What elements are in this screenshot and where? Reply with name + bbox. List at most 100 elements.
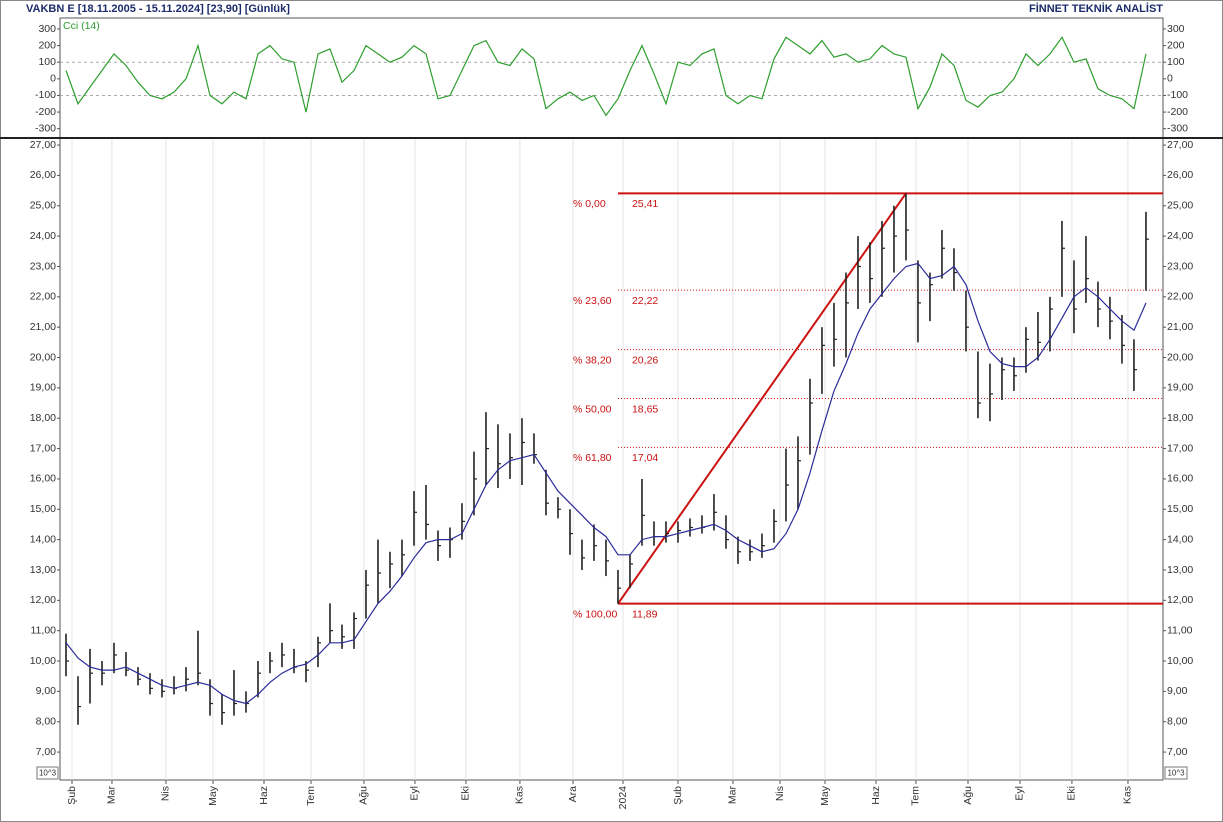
x-tick-label: May <box>207 785 219 806</box>
fib-name: % 0,00 <box>573 198 606 210</box>
panel-title: Cci (14) <box>63 20 100 32</box>
x-tick-label: Nis <box>774 786 786 801</box>
x-tick-label: Haz <box>258 786 270 805</box>
y-tick-label: -100 <box>35 89 56 101</box>
y-tick-label: 25,00 <box>1167 200 1193 212</box>
x-tick-label: Nis <box>160 786 172 801</box>
y-tick-label: 21,00 <box>30 321 56 333</box>
y-tick-label: 21,00 <box>1167 321 1193 333</box>
y-tick-label: -200 <box>1167 106 1188 118</box>
x-tick-label: Şub <box>66 786 78 805</box>
y-tick-label: 10,00 <box>30 655 56 667</box>
fib-name: % 61,80 <box>573 452 612 464</box>
y-tick-label: 300 <box>1167 23 1185 35</box>
x-tick-label: Kas <box>1122 786 1134 804</box>
y-tick-label: 7,00 <box>1167 746 1188 758</box>
y-tick-label: 100 <box>38 56 56 68</box>
y-tick-label: 27,00 <box>30 139 56 151</box>
fib-name: % 50,00 <box>573 403 612 415</box>
y-tick-label: 22,00 <box>30 291 56 303</box>
fib-value: 11,89 <box>632 608 658 620</box>
y-tick-label: -100 <box>1167 89 1188 101</box>
x-tick-label: Ara <box>567 786 579 803</box>
y-tick-label: 11,00 <box>1167 624 1193 636</box>
unit-box <box>1164 766 1188 780</box>
y-tick-label: 9,00 <box>36 685 57 697</box>
y-tick-label: 0 <box>1167 73 1173 85</box>
y-tick-label: 10,00 <box>1167 655 1193 667</box>
fib-name: % 23,60 <box>573 295 612 307</box>
y-tick-label: 200 <box>38 39 56 51</box>
x-tick-label: May <box>819 785 831 806</box>
y-tick-label: 16,00 <box>1167 473 1193 485</box>
x-tick-label: Mar <box>106 786 118 805</box>
x-tick-label: Kas <box>514 786 526 804</box>
x-tick-label: Şub <box>672 786 684 805</box>
y-tick-label: 24,00 <box>1167 230 1193 242</box>
unit-box <box>36 766 59 780</box>
y-tick-label: 19,00 <box>1167 382 1193 394</box>
x-tick-label: Eki <box>1066 786 1078 801</box>
y-tick-label: 26,00 <box>1167 169 1193 181</box>
y-tick-label: 8,00 <box>1167 716 1188 728</box>
chart-title: VAKBN E [18.11.2005 - 15.11.2024] [23,90… <box>26 3 290 15</box>
y-tick-label: 13,00 <box>30 564 56 576</box>
y-tick-label: 16,00 <box>30 473 56 485</box>
y-tick-label: 17,00 <box>30 442 56 454</box>
source: FİNNET TEKNİK ANALİST <box>1029 2 1163 15</box>
y-tick-label: 14,00 <box>30 533 56 545</box>
y-tick-label: -200 <box>35 106 56 118</box>
y-tick-label: 20,00 <box>1167 351 1193 363</box>
y-tick-label: 13,00 <box>1167 564 1193 576</box>
y-tick-label: 25,00 <box>30 200 56 212</box>
y-tick-label: 300 <box>38 23 56 35</box>
fib-value: 22,22 <box>632 295 658 307</box>
y-tick-label: 22,00 <box>1167 291 1193 303</box>
moving-average <box>65 262 1147 705</box>
y-tick-label: 200 <box>1167 39 1185 51</box>
plot-frame <box>59 17 1164 781</box>
y-tick-label: 20,00 <box>30 351 56 363</box>
y-tick-label: 12,00 <box>1167 594 1193 606</box>
x-tick-label: 2024 <box>617 786 629 810</box>
fib-name: % 100,00 <box>573 608 618 620</box>
cci-line <box>65 36 1147 117</box>
y-tick-label: 15,00 <box>30 503 56 515</box>
y-tick-label: 12,00 <box>30 594 56 606</box>
y-tick-label: -300 <box>35 122 56 134</box>
y-tick-label: 26,00 <box>30 169 56 181</box>
y-tick-label: 7,00 <box>36 746 57 758</box>
axis-unit: 10^3 <box>1167 769 1185 778</box>
y-tick-label: 15,00 <box>1167 503 1193 515</box>
x-tick-label: Eyl <box>1014 786 1026 801</box>
fib-value: 17,04 <box>632 452 658 464</box>
y-tick-label: 9,00 <box>1167 685 1188 697</box>
y-tick-label: 23,00 <box>1167 260 1193 272</box>
fib-name: % 38,20 <box>573 354 612 366</box>
x-tick-label: Ağu <box>962 786 974 805</box>
y-tick-label: 18,00 <box>1167 412 1193 424</box>
y-tick-label: 23,00 <box>30 260 56 272</box>
fib-value: 25,41 <box>632 198 658 210</box>
axis-unit: 10^3 <box>39 769 57 778</box>
x-tick-label: Eki <box>460 786 472 801</box>
x-tick-label: Haz <box>870 786 882 805</box>
y-tick-label: 14,00 <box>1167 533 1193 545</box>
y-tick-label: -300 <box>1167 122 1188 134</box>
y-tick-label: 19,00 <box>30 382 56 394</box>
x-tick-label: Ağu <box>358 786 370 805</box>
y-tick-label: 24,00 <box>30 230 56 242</box>
x-tick-label: Tem <box>910 786 922 806</box>
x-tick-label: Eyl <box>409 786 421 801</box>
y-tick-label: 100 <box>1167 56 1185 68</box>
y-tick-label: 27,00 <box>1167 139 1193 151</box>
y-tick-label: 17,00 <box>1167 442 1193 454</box>
y-tick-label: 11,00 <box>31 624 57 636</box>
x-tick-label: Mar <box>727 786 739 805</box>
x-tick-label: Tem <box>305 786 317 806</box>
y-tick-label: 18,00 <box>30 412 56 424</box>
fib-value: 20,26 <box>632 354 658 366</box>
fib-value: 18,65 <box>632 403 658 415</box>
y-tick-label: 0 <box>50 73 56 85</box>
